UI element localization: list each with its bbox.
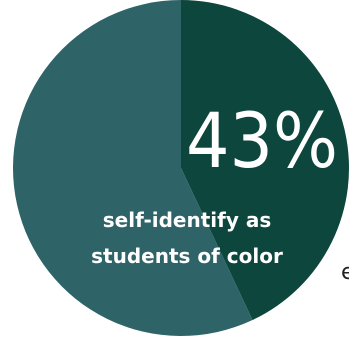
caption-line-1: self-identify as — [103, 208, 271, 232]
percentage-data-label: 43% — [186, 96, 338, 185]
pie-slice-1 — [13, 0, 253, 336]
caption-line-2: students of color — [91, 244, 283, 268]
clipped-edge-text: e — [341, 260, 349, 285]
pie-slices — [13, 0, 349, 336]
pie-slice-0 — [181, 0, 349, 321]
